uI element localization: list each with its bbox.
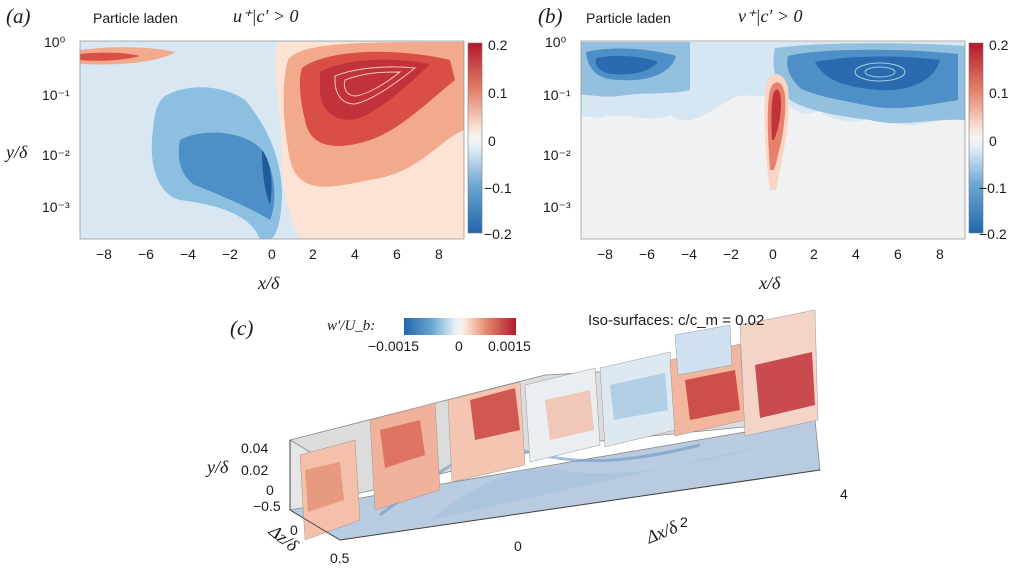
panel-c-iso-label: Iso-surfaces: c/c_m = 0.02 [588,312,765,329]
panel-a-x-tick: 8 [435,246,443,262]
panel-b-condition: v⁺|c′ > 0 [738,6,803,26]
panel-a-condition: u⁺|c′ > 0 [233,6,299,26]
panel-b-y-tick: 10⁻¹ [543,87,571,103]
panel-a-x-tick: −4 [180,246,196,262]
panel-c-cbar-tick: 0 [455,338,463,354]
panel-b-contour-field [581,41,965,239]
panel-a-y-tick: 10⁻¹ [42,87,70,103]
panel-c-z-tick: 0.5 [330,550,350,566]
panel-c-colorbar [404,318,516,335]
panel-a-cbar-tick: 0.1 [488,85,508,101]
panel-b-x-tick: −2 [723,246,739,262]
panel-c-y-tick: 0 [266,482,274,498]
panel-b-y-tick: 10⁻³ [543,199,571,215]
panel-b-colorbar [968,42,984,234]
panel-b-cbar-tick: −0.1 [979,180,1007,196]
panel-c-letter: (c) [230,316,254,340]
panel-b-case-label: Particle laden [586,10,671,26]
panel-b-x-axis-label: x/δ [759,273,781,293]
panel-a-letter: (a) [6,4,31,28]
panel-b-x-tick: 2 [810,246,818,262]
panel-a-y-axis-label: y/δ [6,142,28,162]
panel-c-y-axis-label: y/δ [207,457,229,477]
panel-a-colorbar [467,42,483,234]
panel-b-x-tick: −8 [597,246,613,262]
panel-a-y-tick: 10⁻³ [42,199,70,215]
panel-b-x-tick: 8 [936,246,944,262]
panel-b-y-tick: 10⁻² [543,147,571,163]
panel-a-contour-field [80,41,464,239]
panel-a-x-tick: 0 [268,246,276,262]
panel-b-cbar-tick: 0.2 [989,37,1009,53]
panel-c-colorbar-label: w′/U_b: [327,318,376,334]
panel-a-y-tick: 10⁰ [44,34,66,50]
panel-b-cbar-tick: −0.2 [979,226,1007,242]
panel-a-cbar-tick: 0 [488,133,496,149]
panel-b-frame [580,40,966,240]
panel-b-y-tick: 10⁰ [545,34,567,50]
panel-a-cbar-tick: 0.2 [488,37,508,53]
panel-b-cbar-tick: 0.1 [989,85,1009,101]
panel-a-cbar-tick: −0.2 [484,226,512,242]
panel-b-cbar-tick: 0 [989,133,997,149]
panel-a-frame [79,40,465,240]
panel-a-x-tick: 6 [393,246,401,262]
panel-a-x-tick: −2 [222,246,238,262]
panel-b-x-tick: 0 [769,246,777,262]
panel-b-letter: (b) [538,4,563,28]
panel-a-case-label: Particle laden [93,10,178,26]
panel-b-x-tick: −4 [681,246,697,262]
panel-c-x-tick: 4 [840,486,848,502]
panel-a-x-axis-label: x/δ [258,273,280,293]
panel-c-z-tick: 0 [290,522,298,538]
panel-a-x-tick: −6 [138,246,154,262]
panel-a-x-tick: 4 [351,246,359,262]
panel-b-x-tick: 6 [894,246,902,262]
panel-b-x-tick: 4 [852,246,860,262]
panel-a-x-tick: −8 [96,246,112,262]
panel-c-y-tick: 0.04 [241,440,269,456]
panel-c-cbar-tick: −0.0015 [368,338,419,354]
panel-c-3d-box [288,309,821,541]
panel-c-x-tick: 0 [514,538,522,554]
panel-a-cbar-tick: −0.1 [484,180,512,196]
panel-b-x-tick: −6 [639,246,655,262]
panel-a-x-tick: 2 [309,246,317,262]
panel-c-y-tick: 0.02 [241,462,269,478]
panel-c-z-tick: −0.5 [253,498,281,514]
panel-c-cbar-tick: 0.0015 [488,338,531,354]
panel-c-x-tick: 2 [680,514,688,530]
panel-a-y-tick: 10⁻² [42,147,70,163]
